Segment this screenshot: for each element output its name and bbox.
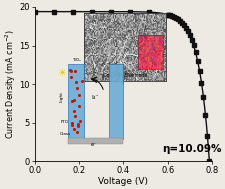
Y-axis label: Current Density (mA cm$^{-2}$): Current Density (mA cm$^{-2}$) [3, 29, 18, 139]
Text: η=10.09%: η=10.09% [162, 144, 221, 154]
X-axis label: Voltage (V): Voltage (V) [98, 177, 148, 186]
